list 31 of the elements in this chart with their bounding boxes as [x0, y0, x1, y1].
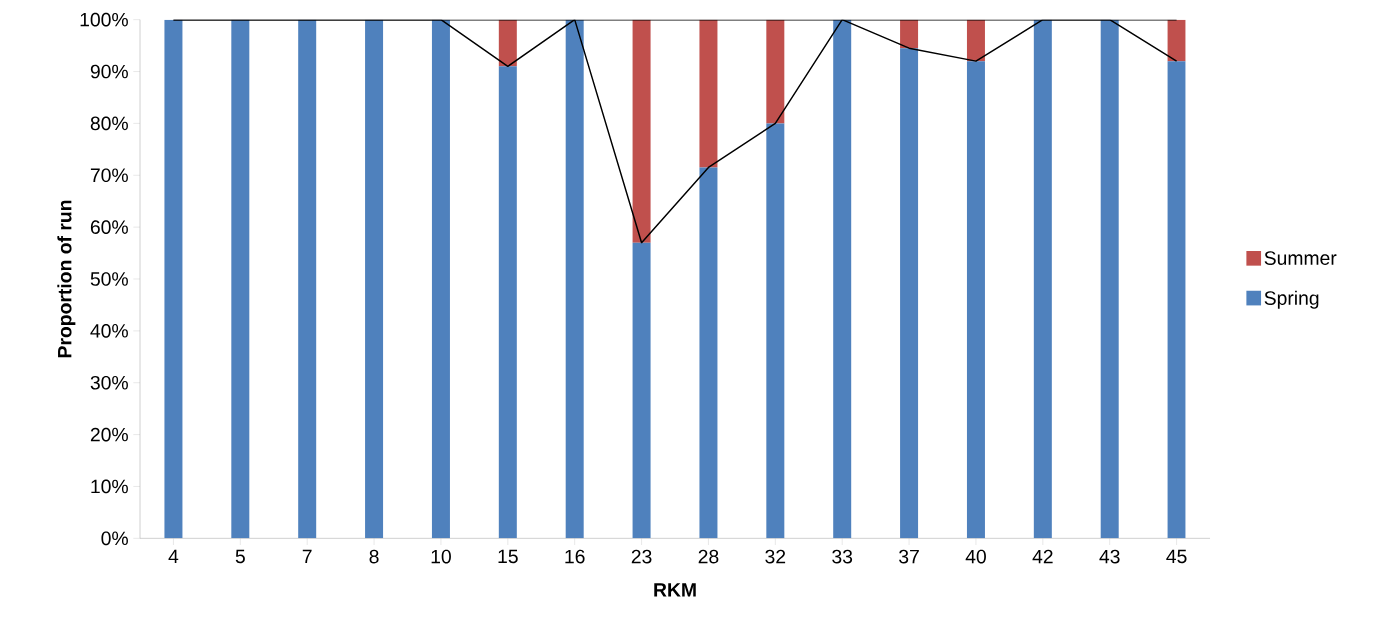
x-tick-label: 16 [565, 549, 585, 564]
y-tick-label: 0% [101, 531, 128, 546]
x-tick-label: 42 [1032, 549, 1053, 564]
x-tick-label: 4 [168, 549, 179, 564]
x-tick-label: 37 [899, 549, 919, 564]
y-tick-label: 20% [90, 427, 128, 442]
y-tick-label: 70% [90, 168, 128, 183]
x-tick-label: 40 [965, 549, 986, 564]
x-tick-label: 5 [235, 549, 245, 564]
y-tick-label: 90% [90, 64, 128, 79]
y-tick-label: 80% [90, 116, 128, 131]
x-tick-label: 43 [1099, 549, 1120, 564]
y-tick-label: 40% [90, 324, 128, 338]
y-tick-label: 10% [91, 479, 128, 494]
y-axis-title: Proportion of run [57, 200, 76, 358]
x-tick-label: 10 [431, 549, 451, 564]
x-tick-label: 8 [369, 549, 379, 564]
x-tick-label: 15 [498, 549, 518, 564]
y-tick-label: 100% [80, 12, 128, 27]
y-tick-label: 50% [90, 272, 128, 286]
legend-label: Spring [1264, 290, 1319, 309]
x-tick-label: 33 [832, 549, 853, 564]
x-tick-label: 28 [698, 549, 719, 564]
legend-label: Summer [1264, 251, 1337, 265]
x-axis-title: RKM [654, 583, 696, 597]
y-tick-label: 60% [90, 220, 128, 234]
y-tick-label: 30% [90, 375, 128, 390]
x-tick-label: 23 [631, 549, 652, 564]
x-tick-label: 45 [1166, 549, 1187, 564]
x-tick-label: 32 [765, 549, 786, 564]
x-tick-label: 7 [302, 549, 312, 564]
